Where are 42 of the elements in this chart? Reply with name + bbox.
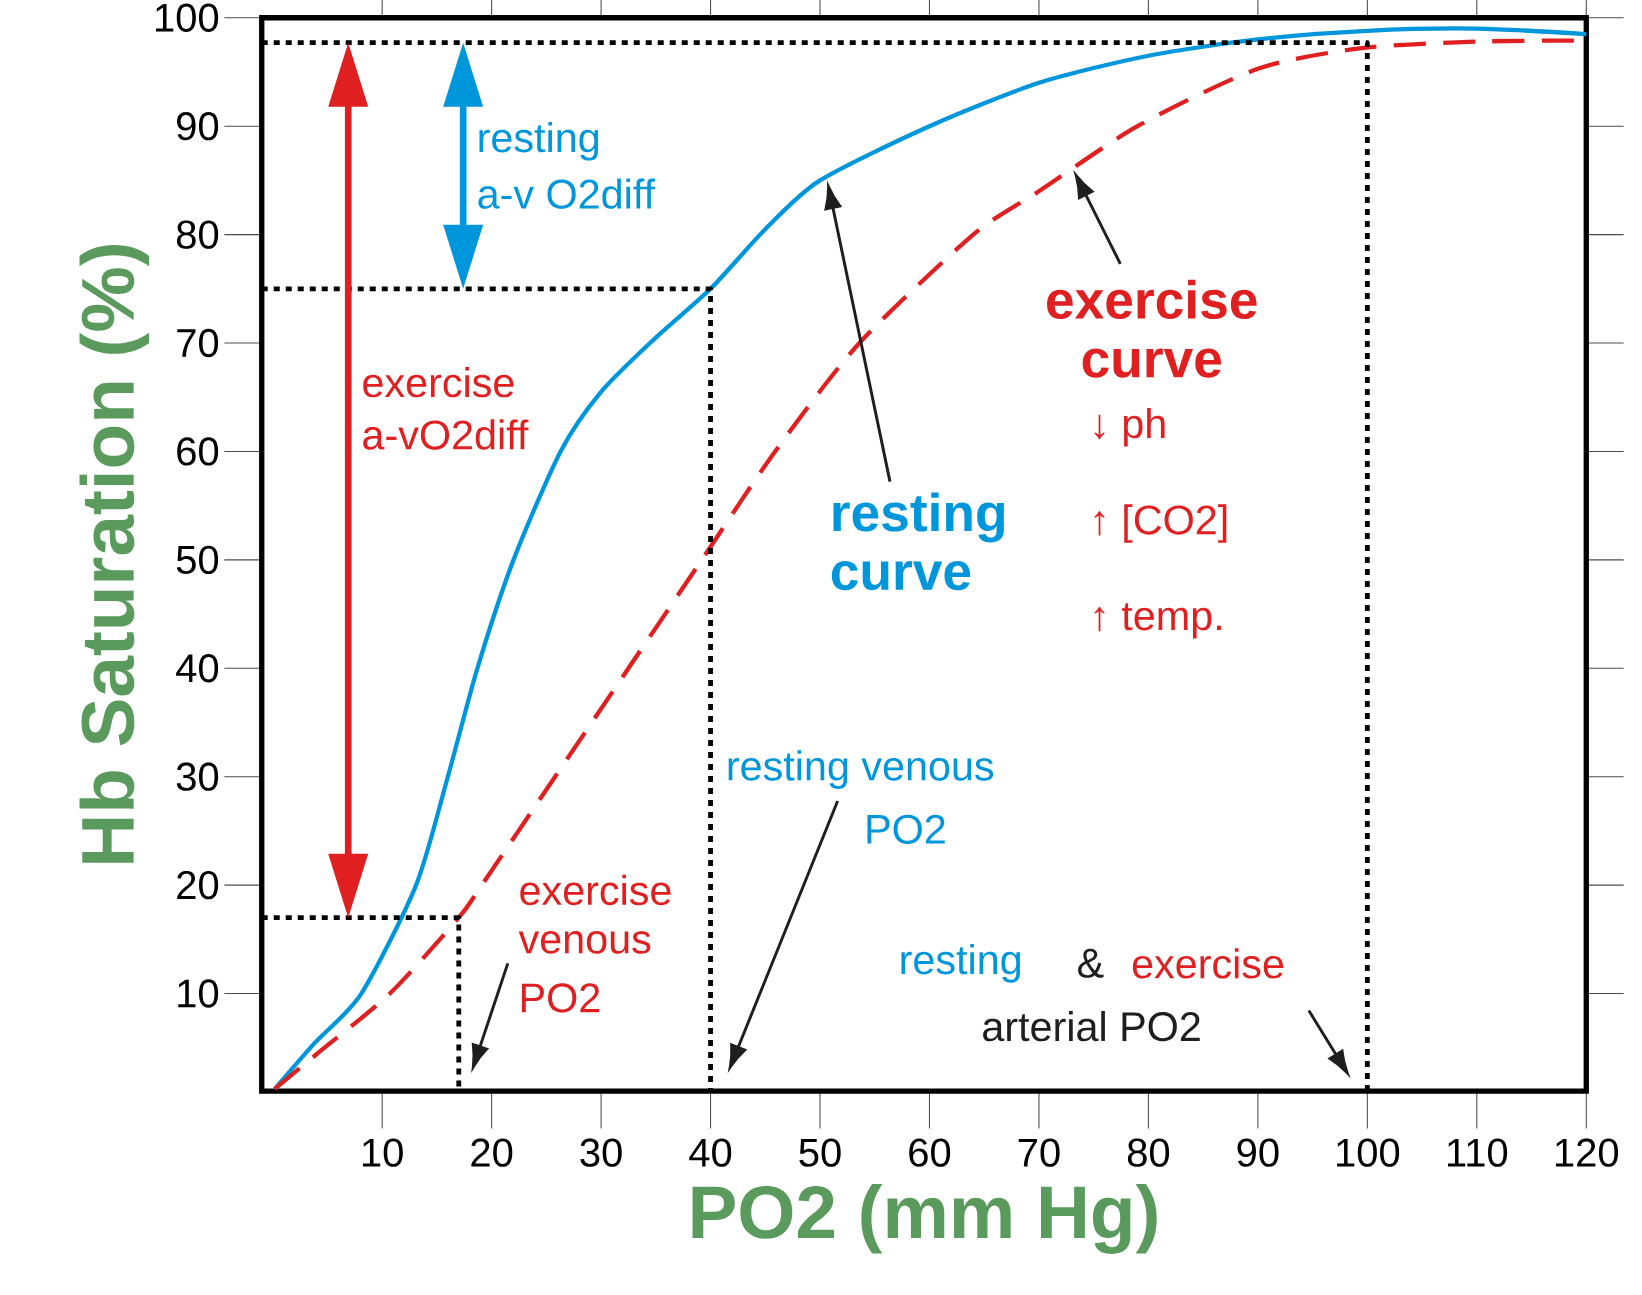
- x-axis-title: PO2 (mm Hg): [692, 1183, 1157, 1254]
- series-label: exercise curve: [1047, 279, 1257, 378]
- y-tick-label: 90: [177, 112, 219, 141]
- y-tick-label: 70: [177, 328, 219, 358]
- x-tick-label: 110: [1447, 1138, 1508, 1167]
- annotation: ↑ temp.: [1094, 603, 1221, 639]
- annotation: ↑ [CO2]: [1094, 504, 1227, 543]
- annotation: exercise: [363, 367, 514, 398]
- y-tick-label: 20: [177, 870, 219, 900]
- x-tick-label: 30: [580, 1138, 622, 1167]
- y-tick-label: 60: [177, 437, 219, 466]
- y-tick-label: 40: [176, 654, 219, 683]
- annotation: &: [1078, 948, 1104, 978]
- x-tick-label: 60: [909, 1138, 951, 1167]
- y-tick-label: 30: [176, 762, 219, 791]
- annotation: a-v O2diff: [478, 178, 656, 209]
- x-tick-label: 20: [471, 1138, 513, 1167]
- annotation: exercise: [1132, 948, 1284, 979]
- annotation: a-vO2diff: [363, 419, 529, 450]
- x-tick-label: 40: [689, 1138, 732, 1167]
- annotation: ↓ ph: [1094, 407, 1165, 447]
- x-tick-label: 70: [1018, 1138, 1060, 1167]
- y-tick-label: 50: [176, 545, 219, 575]
- annotation: exercise: [520, 874, 671, 906]
- x-tick-label: 50: [799, 1138, 841, 1167]
- y-tick-label: 80: [176, 220, 219, 249]
- annotation: arterial PO2: [983, 1011, 1200, 1042]
- annotation: venous: [518, 931, 651, 954]
- text: resting curve: [831, 492, 1004, 591]
- x-tick-label: 10: [362, 1138, 403, 1167]
- x-tick-label: 80: [1127, 1138, 1170, 1167]
- y-axis-title: Hb Saturation (%): [79, 245, 150, 863]
- annotation: resting: [901, 944, 1021, 983]
- y-tick-label: 10: [178, 979, 219, 1008]
- annotation: resting: [479, 122, 599, 161]
- annotation: PO2: [521, 983, 600, 1013]
- x-tick-label: 90: [1237, 1138, 1279, 1167]
- annotation: resting venous: [728, 750, 994, 789]
- x-tick-label: 120: [1555, 1138, 1619, 1167]
- annotation: PO2: [867, 814, 945, 844]
- y-tick-label: 100: [156, 3, 219, 32]
- x-tick-label: 100: [1337, 1138, 1400, 1167]
